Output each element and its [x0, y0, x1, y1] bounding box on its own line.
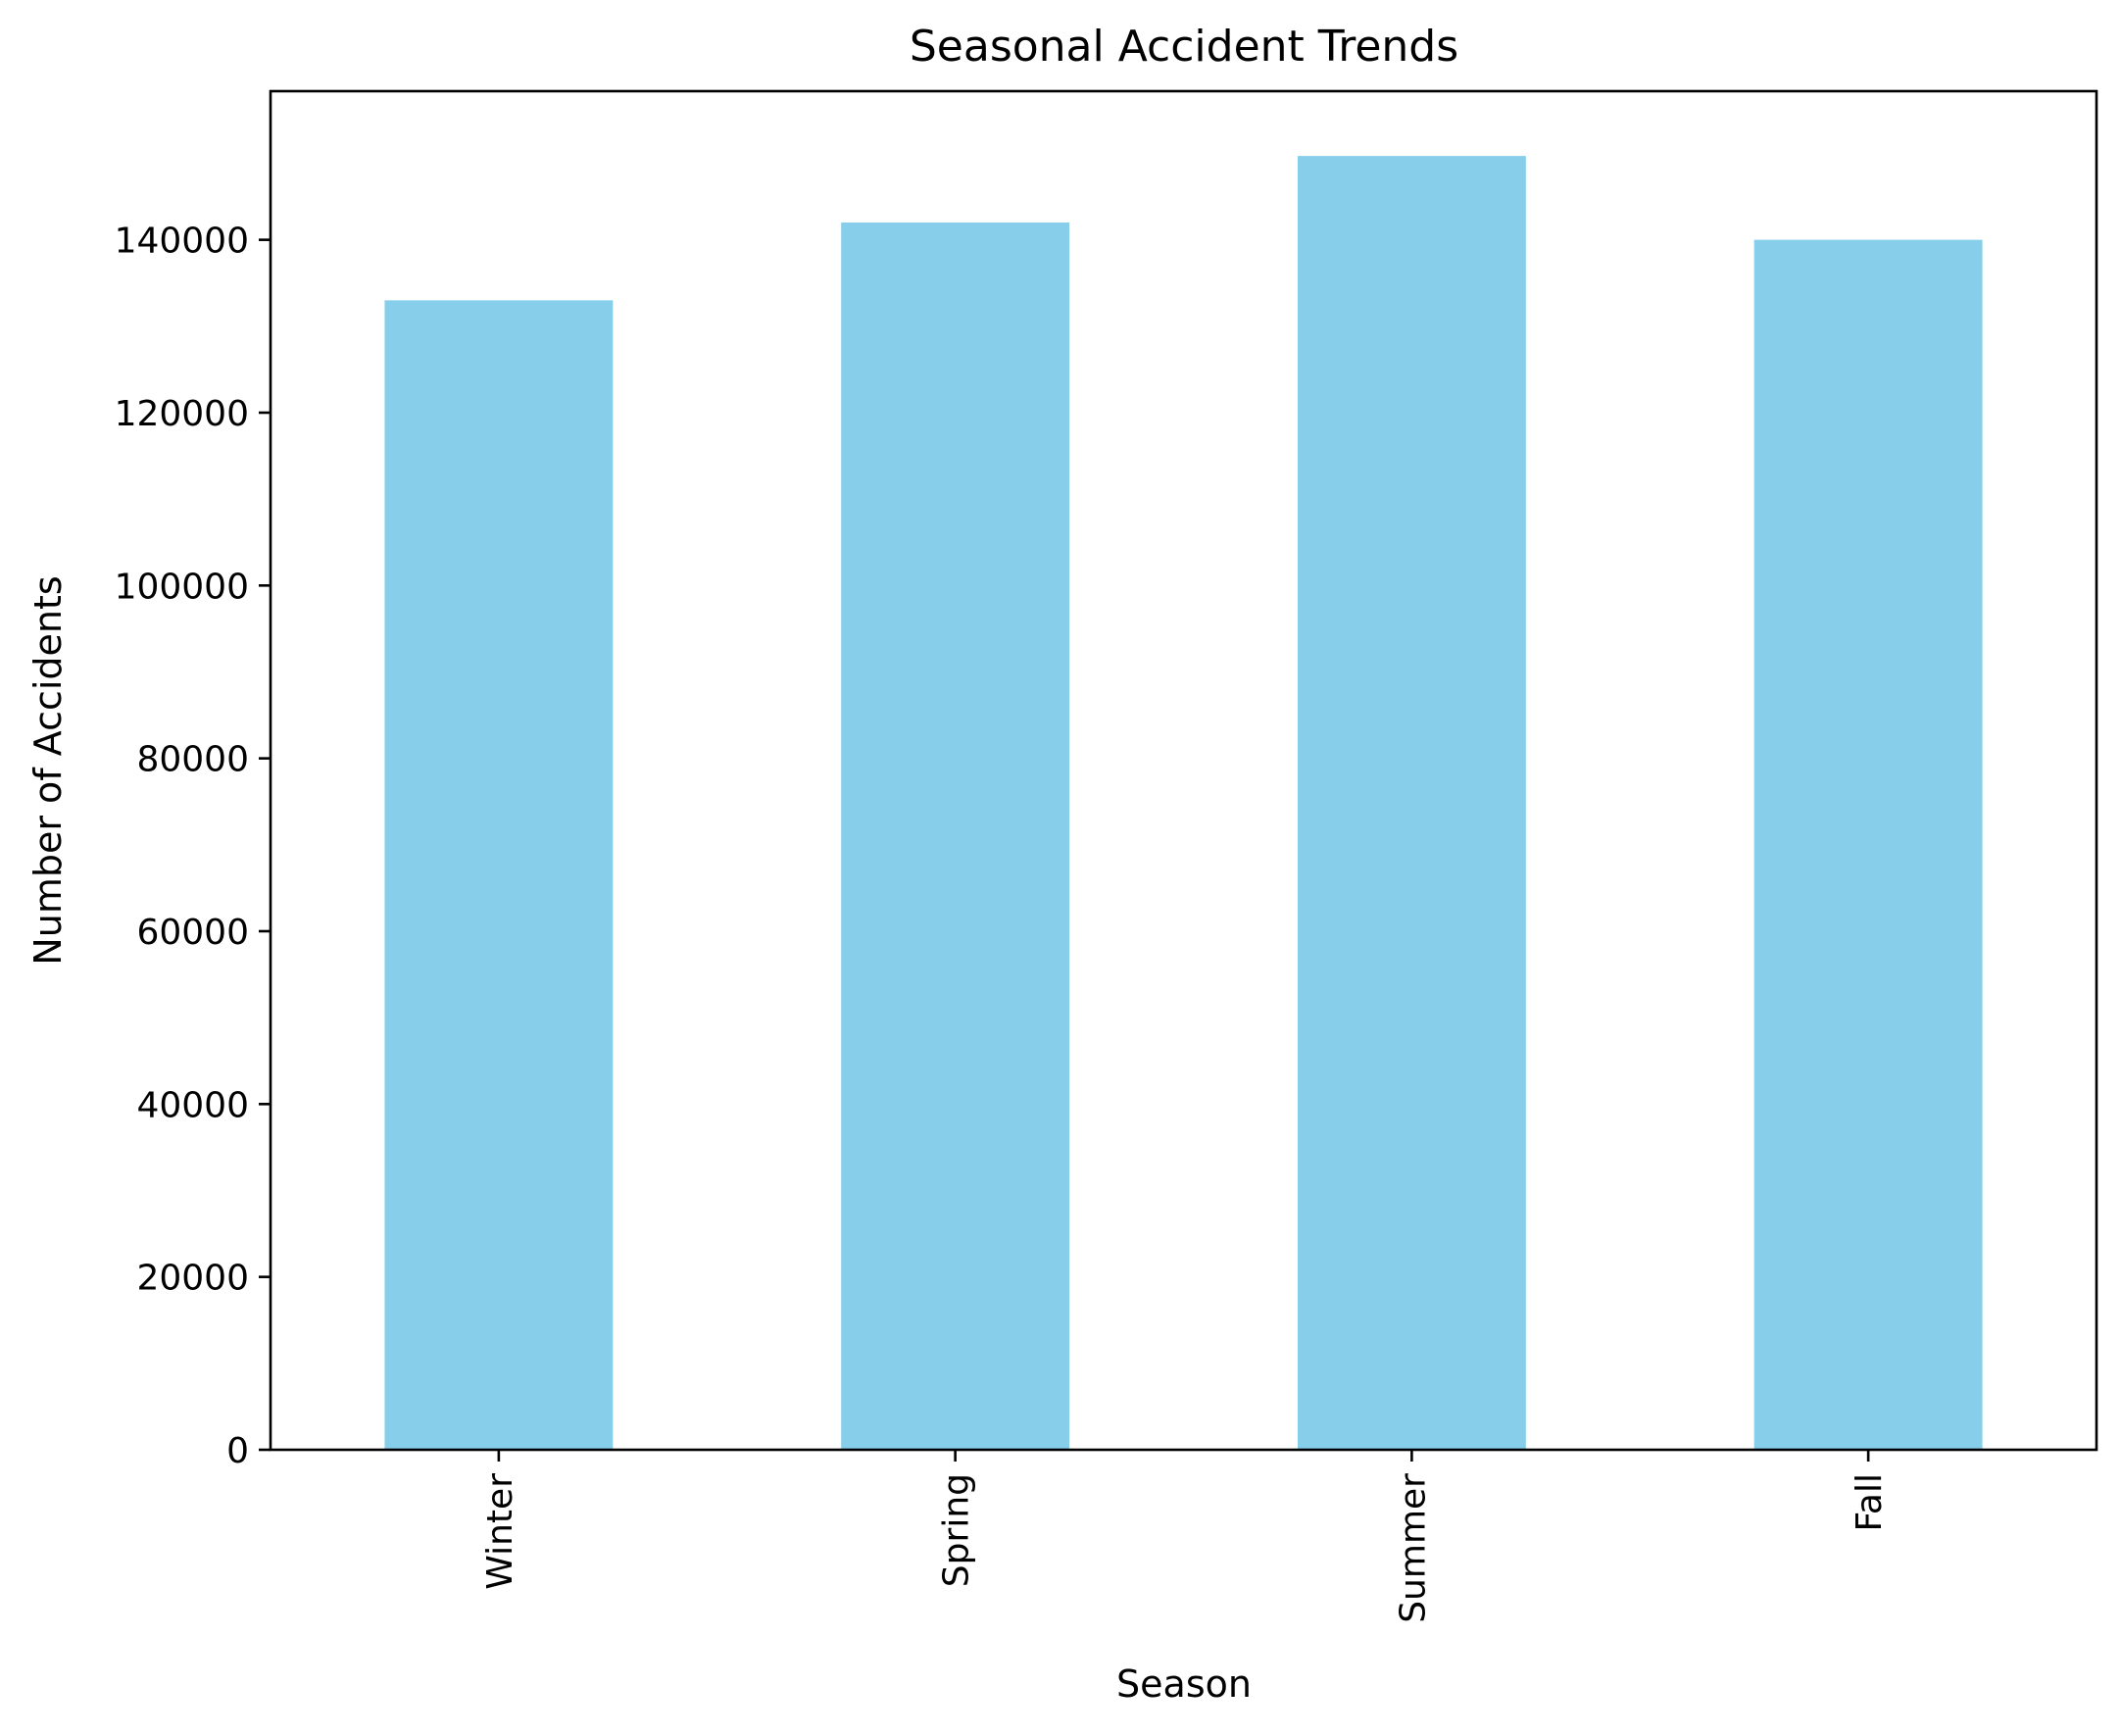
x-tick-label-fall: Fall [1850, 1473, 1890, 1531]
y-axis-ticks: 0 20000 40000 60000 80000 100000 120000 140000 [115, 222, 271, 1471]
bar-winter [384, 300, 614, 1450]
y-tick-label: 100000 [115, 567, 249, 607]
y-tick-label: 120000 [115, 394, 249, 434]
x-tick-label-winter: Winter [480, 1473, 520, 1590]
x-tick-label-spring: Spring [937, 1473, 977, 1587]
bar-fall [1753, 239, 1983, 1450]
y-tick-label: 140000 [115, 222, 249, 262]
bars-group [384, 156, 1983, 1450]
axes-frame [269, 89, 2098, 1452]
x-axis-ticks: Winter Spring Summer Fall [480, 1450, 1890, 1623]
chart-title: Seasonal Accident Trends [910, 22, 1458, 72]
y-tick-label: 20000 [136, 1259, 249, 1299]
y-tick-label: 0 [226, 1431, 249, 1471]
y-tick-label: 60000 [136, 913, 249, 953]
y-axis-label: Number of Accidents [26, 575, 70, 965]
bar-spring [841, 223, 1070, 1450]
y-tick-label: 80000 [136, 740, 249, 780]
bar-summer [1297, 156, 1526, 1450]
x-tick-label-summer: Summer [1393, 1473, 1433, 1623]
y-tick-label: 40000 [136, 1085, 249, 1125]
x-axis-label: Season [1116, 1662, 1252, 1706]
